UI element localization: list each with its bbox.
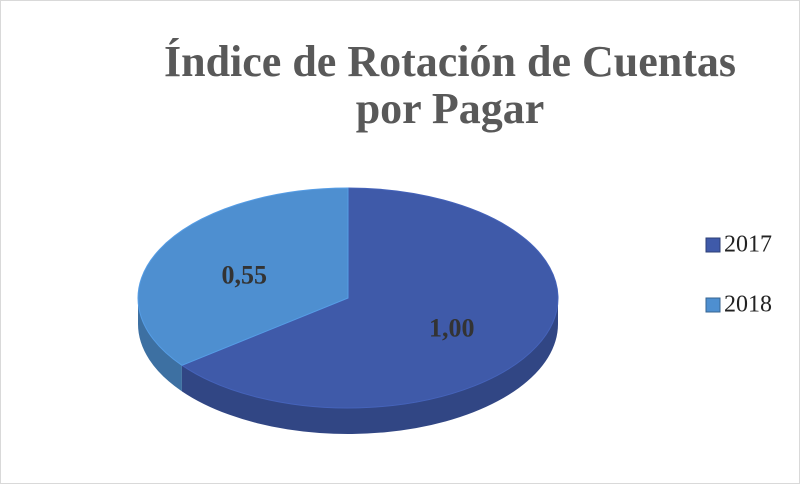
data-label: 0,55	[222, 260, 268, 289]
pie-slice	[180, 187, 559, 409]
legend-swatch	[705, 237, 721, 253]
legend-swatch	[705, 297, 721, 313]
chart-title: Índice de Rotación de Cuentas por Pagar	[164, 37, 736, 133]
pie-slice-side	[138, 298, 182, 392]
legend-label: 2017	[724, 232, 772, 258]
data-label: 1,00	[429, 314, 475, 343]
pie-slice	[137, 187, 349, 366]
legend-label: 2018	[724, 292, 772, 318]
pie-slice-side	[181, 298, 559, 435]
